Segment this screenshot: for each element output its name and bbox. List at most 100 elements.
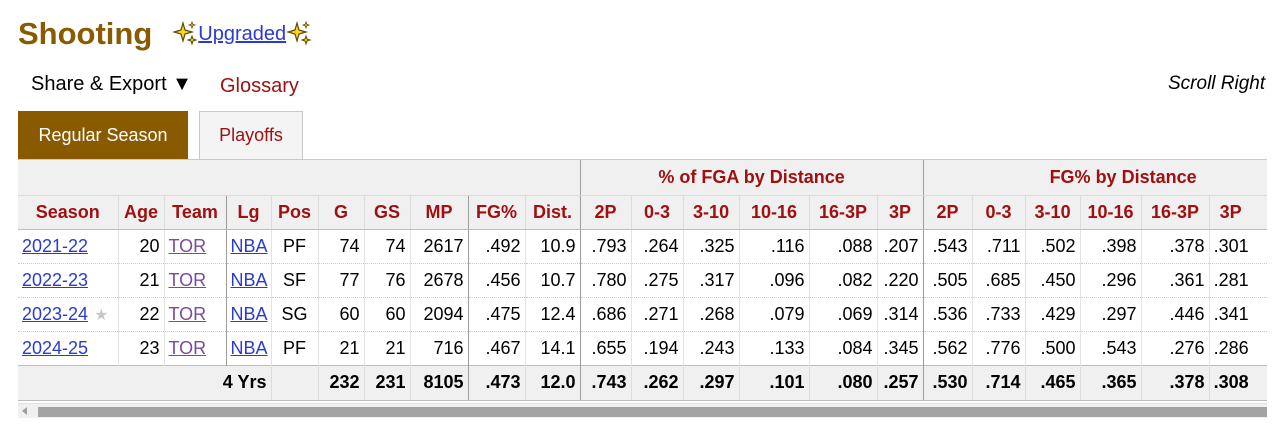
fg-3-10-cell: .450 <box>1025 263 1081 298</box>
col-fga-3-10[interactable]: 3-10 <box>683 195 740 230</box>
totals-label: 4 Yrs <box>18 364 272 401</box>
column-header-row: Season Age Team Lg Pos G GS MP FG% Dist.… <box>18 195 1267 230</box>
gs-cell: 60 <box>364 297 411 332</box>
team-link[interactable]: TOR <box>168 269 207 290</box>
season-link[interactable]: 2022-23 <box>22 269 89 290</box>
totals-gs-cell: 231 <box>364 364 411 401</box>
fga-0-3-cell: .194 <box>631 331 684 366</box>
age-cell: 21 <box>118 263 165 298</box>
horizontal-scrollbar[interactable] <box>18 403 1267 418</box>
fga-3-10-cell: .317 <box>683 263 740 298</box>
glossary-link[interactable]: Glossary <box>219 74 299 97</box>
totals-fga-10-16-cell: .101 <box>739 364 810 401</box>
totals-fg-pct-cell: .473 <box>468 364 526 401</box>
col-fga-16-3p[interactable]: 16-3P <box>809 195 878 230</box>
mp-cell: 2678 <box>410 263 469 298</box>
sparkle-icon <box>172 21 198 46</box>
tab-playoffs[interactable]: Playoffs <box>199 111 303 159</box>
league-link[interactable]: NBA <box>230 235 268 256</box>
fg-3p-cell: .281 <box>1209 263 1267 298</box>
col-fga-10-16[interactable]: 10-16 <box>739 195 810 230</box>
league-link[interactable]: NBA <box>230 303 268 324</box>
table-row: 2022-23 21 TOR NBA SF 77 76 2678 .456 10… <box>18 263 1267 298</box>
team-link[interactable]: TOR <box>168 337 207 358</box>
over-header-row: % of FGA by Distance FG% by Distance <box>18 160 1267 196</box>
g-cell: 21 <box>318 331 365 366</box>
col-fg-3-10[interactable]: 3-10 <box>1025 195 1081 230</box>
totals-fg-10-16-cell: .365 <box>1080 364 1142 401</box>
fga-0-3-cell: .264 <box>631 229 684 264</box>
pos-cell: SG <box>271 297 319 332</box>
age-cell: 23 <box>118 331 165 366</box>
team-link[interactable]: TOR <box>168 235 207 256</box>
fg-2p-cell: .562 <box>923 331 973 366</box>
over-header-blank <box>18 160 581 196</box>
season-cell: 2023-24 ★ <box>18 297 119 332</box>
col-fg-2p[interactable]: 2P <box>923 195 973 230</box>
fga-3p-cell: .345 <box>877 331 924 366</box>
fga-2p-cell: .686 <box>580 297 632 332</box>
col-fga-0-3[interactable]: 0-3 <box>631 195 684 230</box>
col-lg[interactable]: Lg <box>226 195 272 230</box>
fg-16-3p-cell: .276 <box>1141 331 1210 366</box>
table-row: 2024-25 23 TOR NBA PF 21 21 716 .467 14.… <box>18 331 1267 366</box>
season-link[interactable]: 2021-22 <box>22 235 89 256</box>
totals-g-cell: 232 <box>318 364 365 401</box>
col-dist[interactable]: Dist. <box>525 195 581 230</box>
fga-2p-cell: .655 <box>580 331 632 366</box>
lg-cell: NBA <box>226 331 272 366</box>
fga-10-16-cell: .133 <box>739 331 810 366</box>
col-fg-pct[interactable]: FG% <box>468 195 526 230</box>
tab-regular-season[interactable]: Regular Season <box>18 111 188 159</box>
col-team[interactable]: Team <box>164 195 227 230</box>
over-header-fga-distance: % of FGA by Distance <box>580 160 924 196</box>
fg-0-3-cell: .776 <box>972 331 1026 366</box>
upgraded-link[interactable]: Upgraded <box>198 22 287 45</box>
league-link[interactable]: NBA <box>230 269 268 290</box>
totals-pos-cell <box>271 364 319 401</box>
fg-10-16-cell: .543 <box>1080 331 1142 366</box>
team-cell: TOR <box>164 229 227 264</box>
col-fg-16-3p[interactable]: 16-3P <box>1141 195 1210 230</box>
team-cell: TOR <box>164 297 227 332</box>
page-title: Shooting <box>18 16 153 51</box>
team-link[interactable]: TOR <box>168 303 207 324</box>
col-gs[interactable]: GS <box>364 195 411 230</box>
lg-cell: NBA <box>226 297 272 332</box>
gs-cell: 76 <box>364 263 411 298</box>
col-age[interactable]: Age <box>118 195 165 230</box>
fg-3p-cell: .341 <box>1209 297 1267 332</box>
team-cell: TOR <box>164 263 227 298</box>
col-mp[interactable]: MP <box>410 195 469 230</box>
col-fga-3p[interactable]: 3P <box>877 195 924 230</box>
col-season[interactable]: Season <box>18 195 119 230</box>
col-fg-10-16[interactable]: 10-16 <box>1080 195 1142 230</box>
fga-16-3p-cell: .069 <box>809 297 878 332</box>
fga-3-10-cell: .268 <box>683 297 740 332</box>
fga-3p-cell: .314 <box>877 297 924 332</box>
scroll-thumb[interactable] <box>38 407 1267 417</box>
col-fg-0-3[interactable]: 0-3 <box>972 195 1026 230</box>
over-header-fg-distance: FG% by Distance <box>923 160 1267 196</box>
gs-cell: 74 <box>364 229 411 264</box>
fg-3p-cell: .286 <box>1209 331 1267 366</box>
col-fga-2p[interactable]: 2P <box>580 195 632 230</box>
table-row: 2021-22 20 TOR NBA PF 74 74 2617 .492 10… <box>18 229 1267 264</box>
share-export-menu[interactable]: Share & Export ▼ <box>31 72 192 95</box>
dist-cell: 10.9 <box>525 229 581 264</box>
fga-10-16-cell: .096 <box>739 263 810 298</box>
scroll-left-arrow-icon[interactable] <box>22 407 27 415</box>
league-link[interactable]: NBA <box>230 337 268 358</box>
fg-pct-cell: .467 <box>468 331 526 366</box>
col-g[interactable]: G <box>318 195 365 230</box>
season-link[interactable]: 2024-25 <box>22 337 89 358</box>
col-pos[interactable]: Pos <box>271 195 319 230</box>
totals-fg-3p-cell: .308 <box>1209 364 1267 401</box>
fga-16-3p-cell: .082 <box>809 263 878 298</box>
season-link[interactable]: 2023-24 <box>22 303 89 324</box>
pos-cell: PF <box>271 331 319 366</box>
shooting-table: % of FGA by Distance FG% by Distance Sea… <box>18 160 1267 401</box>
fga-16-3p-cell: .084 <box>809 331 878 366</box>
col-fg-3p[interactable]: 3P <box>1209 195 1267 230</box>
fga-16-3p-cell: .088 <box>809 229 878 264</box>
